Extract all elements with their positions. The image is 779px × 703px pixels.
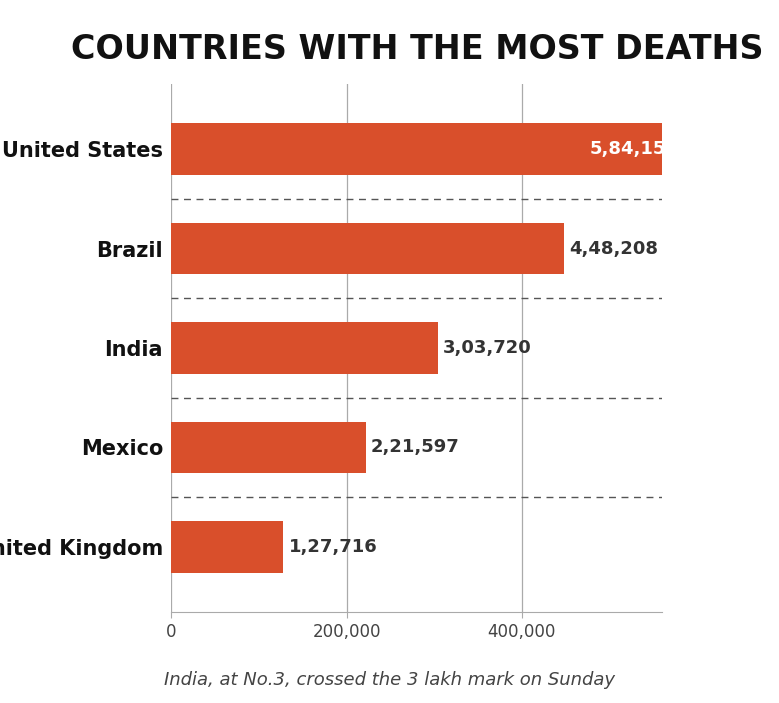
Bar xyxy=(171,521,284,573)
Bar xyxy=(171,123,683,175)
Bar xyxy=(171,322,438,374)
Text: 4,48,208: 4,48,208 xyxy=(569,240,658,257)
Text: 3,03,720: 3,03,720 xyxy=(442,339,531,357)
Text: 5,84,153: 5,84,153 xyxy=(589,140,678,158)
Text: 1,27,716: 1,27,716 xyxy=(288,538,377,556)
Text: India, at No.3, crossed the 3 lakh mark on Sunday: India, at No.3, crossed the 3 lakh mark … xyxy=(164,671,615,689)
Title: COUNTRIES WITH THE MOST DEATHS: COUNTRIES WITH THE MOST DEATHS xyxy=(71,33,763,66)
Text: 2,21,597: 2,21,597 xyxy=(371,439,460,456)
Bar xyxy=(171,223,564,274)
Bar xyxy=(171,422,365,473)
